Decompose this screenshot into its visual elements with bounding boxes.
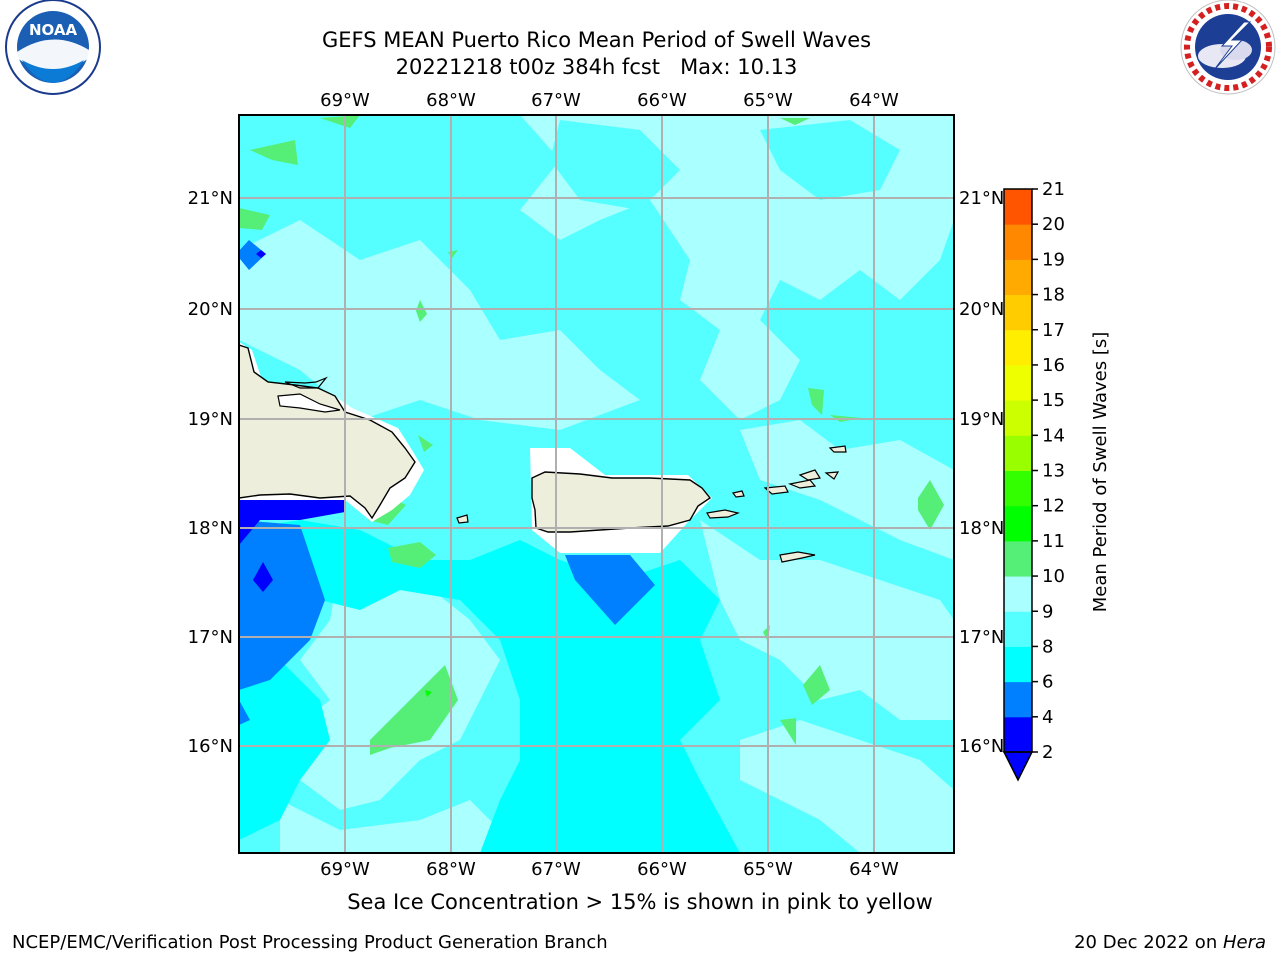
lat-label-right: 16°N — [959, 736, 1004, 757]
lat-label-left: 17°N — [188, 627, 233, 648]
colorbar-band — [1004, 716, 1032, 753]
lon-label-bottom: 66°W — [637, 859, 687, 880]
colorbar-band — [1004, 611, 1032, 647]
lon-label-top: 69°W — [320, 90, 370, 111]
colorbar-label: Mean Period of Swell Waves [s] — [1090, 332, 1111, 613]
colorbar-band — [1004, 224, 1032, 260]
lon-label-bottom: 65°W — [743, 859, 793, 880]
map-graticule — [239, 115, 954, 853]
colorbar-band — [1004, 681, 1032, 718]
lon-label-bottom: 68°W — [426, 859, 476, 880]
producer-credit: NCEP/EMC/Verification Post Processing Pr… — [12, 932, 608, 953]
lon-label-top: 66°W — [637, 90, 687, 111]
colorbar-band — [1004, 400, 1032, 436]
colorbar-tick-label: 13 — [1042, 461, 1065, 482]
colorbar-band — [1004, 329, 1032, 366]
sea-ice-caption: Sea Ice Concentration > 15% is shown in … — [0, 890, 1280, 914]
map-plot-area — [238, 114, 955, 854]
lat-label-left: 18°N — [188, 518, 233, 539]
run-date-text: 20 Dec 2022 on — [1074, 932, 1223, 953]
lat-label-left: 19°N — [188, 409, 233, 430]
sea-ice-caption-text: Sea Ice Concentration > 15% is shown in … — [347, 890, 933, 914]
lon-labels-top: 69°W 68°W 67°W 66°W 65°W 64°W — [320, 90, 899, 111]
lat-label-left: 16°N — [188, 736, 233, 757]
colorbar-extend-arrow — [1002, 751, 1034, 782]
host-name: Hera — [1222, 932, 1266, 953]
swell-contours — [239, 115, 954, 853]
map-frame — [238, 114, 955, 854]
colorbar-band — [1004, 505, 1032, 542]
colorbar-tick-label: 15 — [1042, 390, 1065, 411]
lat-label-right: 18°N — [959, 518, 1004, 539]
colorbar-tick-label: 9 — [1042, 601, 1053, 622]
colorbar-tick-label: 4 — [1042, 707, 1053, 728]
lat-label-right: 17°N — [959, 627, 1004, 648]
colorbar-tick-label: 16 — [1042, 355, 1065, 376]
run-date: 20 Dec 2022 on Hera — [1074, 932, 1266, 953]
lat-labels-right: 21°N 20°N 19°N 18°N 17°N 16°N — [959, 188, 1004, 757]
lat-label-left: 20°N — [188, 299, 233, 320]
colorbar-band — [1004, 189, 1032, 225]
lon-label-bottom: 64°W — [849, 859, 899, 880]
colorbar-band — [1004, 294, 1032, 331]
noaa-logo: NOAA — [5, 0, 101, 95]
colorbar-tick-label: 21 — [1042, 179, 1065, 200]
colorbar-tick-label: 17 — [1042, 320, 1065, 341]
colorbar-band — [1004, 364, 1032, 401]
colorbar-tick-label: 20 — [1042, 214, 1065, 235]
lon-label-top: 64°W — [849, 90, 899, 111]
lat-label-right: 21°N — [959, 188, 1004, 209]
colorbar-tick-label: 19 — [1042, 249, 1065, 270]
colorbar-tick-label: 18 — [1042, 285, 1065, 306]
colorbar-band — [1004, 470, 1032, 507]
colorbar-band — [1004, 540, 1032, 577]
lon-label-top: 68°W — [426, 90, 476, 111]
lon-label-top: 67°W — [531, 90, 581, 111]
colorbar-tick-label: 2 — [1042, 742, 1053, 763]
colorbar-band — [1004, 646, 1032, 683]
colorbar-tick-label: 11 — [1042, 531, 1065, 552]
colorbar-band — [1004, 576, 1032, 612]
lat-labels-left: 21°N 20°N 19°N 18°N 17°N 16°N — [188, 188, 233, 757]
nws-logo — [1180, 0, 1276, 95]
map-subtitle: 20221218 t00z 384h fcst Max: 10.13 — [395, 55, 798, 79]
lon-label-top: 65°W — [743, 90, 793, 111]
colorbar-tick-label: 6 — [1042, 672, 1053, 693]
noaa-logo-text: NOAA — [29, 21, 78, 39]
lat-label-right: 19°N — [959, 409, 1004, 430]
colorbar: 2 4 6 8 9 10 11 12 13 14 15 16 17 18 19 20 21 — [1002, 179, 1065, 782]
lat-label-right: 20°N — [959, 299, 1004, 320]
colorbar-band — [1004, 435, 1032, 471]
lat-label-left: 21°N — [188, 188, 233, 209]
colorbar-tick-label: 12 — [1042, 496, 1065, 517]
lon-label-bottom: 69°W — [320, 859, 370, 880]
lon-label-bottom: 67°W — [531, 859, 581, 880]
colorbar-tick-label: 8 — [1042, 636, 1053, 657]
colorbar-tick-label: 10 — [1042, 566, 1065, 587]
lon-labels-bottom: 69°W 68°W 67°W 66°W 65°W 64°W — [320, 859, 899, 880]
colorbar-tick-label: 14 — [1042, 425, 1065, 446]
map-title: GEFS MEAN Puerto Rico Mean Period of Swe… — [321, 28, 872, 52]
colorbar-band — [1004, 259, 1032, 296]
